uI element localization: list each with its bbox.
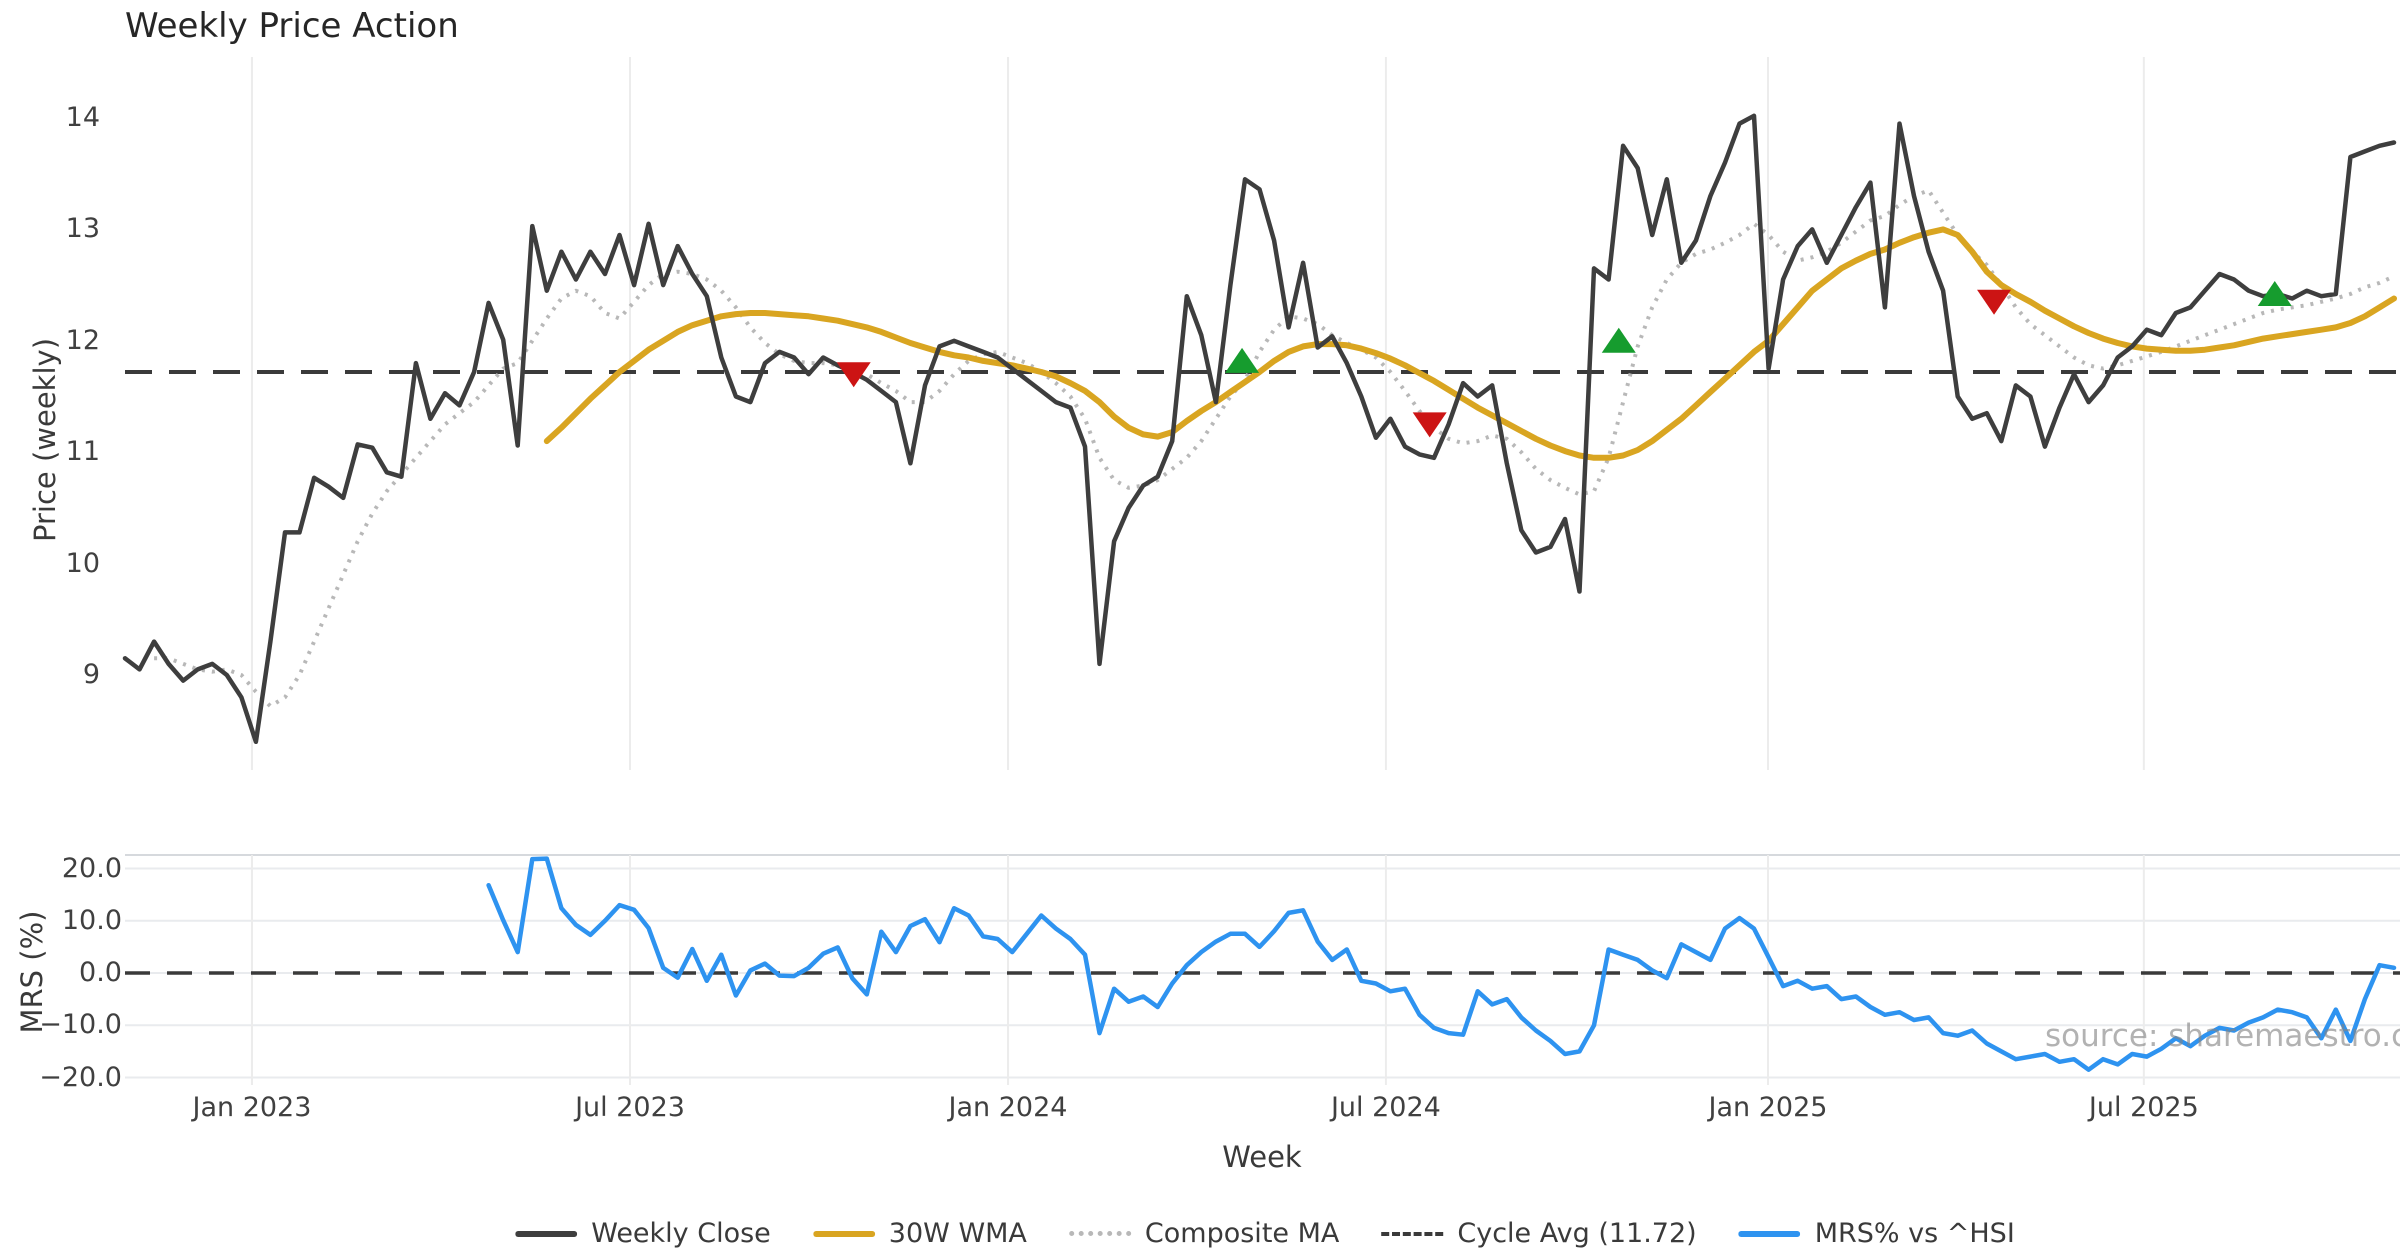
legend-swatch-dashed — [1381, 1231, 1444, 1236]
mrs-ytick: −10.0 — [39, 1009, 122, 1041]
source-watermark: source: sharemaestro.com — [2045, 1018, 2400, 1054]
x-tick: Jul 2023 — [575, 1092, 685, 1123]
legend-label: 30W WMA — [888, 1218, 1027, 1249]
mrs-ytick: 20.0 — [61, 852, 122, 884]
legend-swatch-dotted — [1068, 1231, 1131, 1236]
legend-label: Composite MA — [1144, 1218, 1340, 1249]
sell-marker — [1977, 289, 2012, 315]
legend-label: Weekly Close — [591, 1218, 771, 1249]
weekly-close-line — [122, 113, 2397, 745]
x-tick: Jan 2025 — [1708, 1092, 1828, 1123]
buy-marker — [1225, 347, 1260, 373]
x-tick: Jan 2024 — [948, 1092, 1068, 1123]
chart-title: Weekly Price Action — [125, 6, 459, 46]
legend-swatch-solid — [515, 1230, 578, 1237]
mrs-ytick: 10.0 — [61, 904, 122, 936]
legend-swatch-solid — [1738, 1230, 1801, 1237]
mrs-vs-hsi-line — [486, 856, 2397, 1072]
x-tick: Jul 2024 — [1330, 1092, 1441, 1123]
buy-marker — [1601, 327, 1636, 353]
legend-item: Composite MA — [1068, 1218, 1340, 1249]
sell-marker — [1412, 412, 1447, 438]
mrs-ytick: 0.0 — [79, 957, 122, 988]
price-ytick: 13 — [65, 213, 100, 245]
sell-marker — [836, 362, 871, 388]
price-ytick: 12 — [65, 324, 100, 356]
legend-item: Weekly Close — [515, 1218, 771, 1249]
legend-swatch-solid — [812, 1230, 875, 1237]
chart-legend: Weekly Close 30W WMA Composite MA Cycle Avg… — [515, 1218, 2015, 1249]
x-tick: Jul 2025 — [2088, 1092, 2199, 1123]
legend-item: Cycle Avg (11.72) — [1381, 1218, 1697, 1249]
composite-ma-line — [154, 188, 2395, 709]
legend-item: MRS% vs ^HSI — [1738, 1218, 2015, 1249]
price-ytick: 14 — [65, 102, 100, 133]
buy-marker — [2257, 281, 2292, 307]
price-ytick: 11 — [65, 436, 100, 468]
x-tick: Jan 2023 — [192, 1092, 312, 1123]
mrs-ytick: −20.0 — [39, 1061, 122, 1093]
legend-item: 30W WMA — [812, 1218, 1027, 1249]
legend-label: MRS% vs ^HSI — [1814, 1218, 2015, 1249]
price-ytick: 9 — [82, 659, 100, 690]
price-ytick: 10 — [65, 547, 100, 579]
30w-wma-line — [543, 226, 2397, 461]
legend-label: Cycle Avg (11.72) — [1457, 1218, 1697, 1249]
x-axis-title: Week — [1222, 1140, 1302, 1174]
